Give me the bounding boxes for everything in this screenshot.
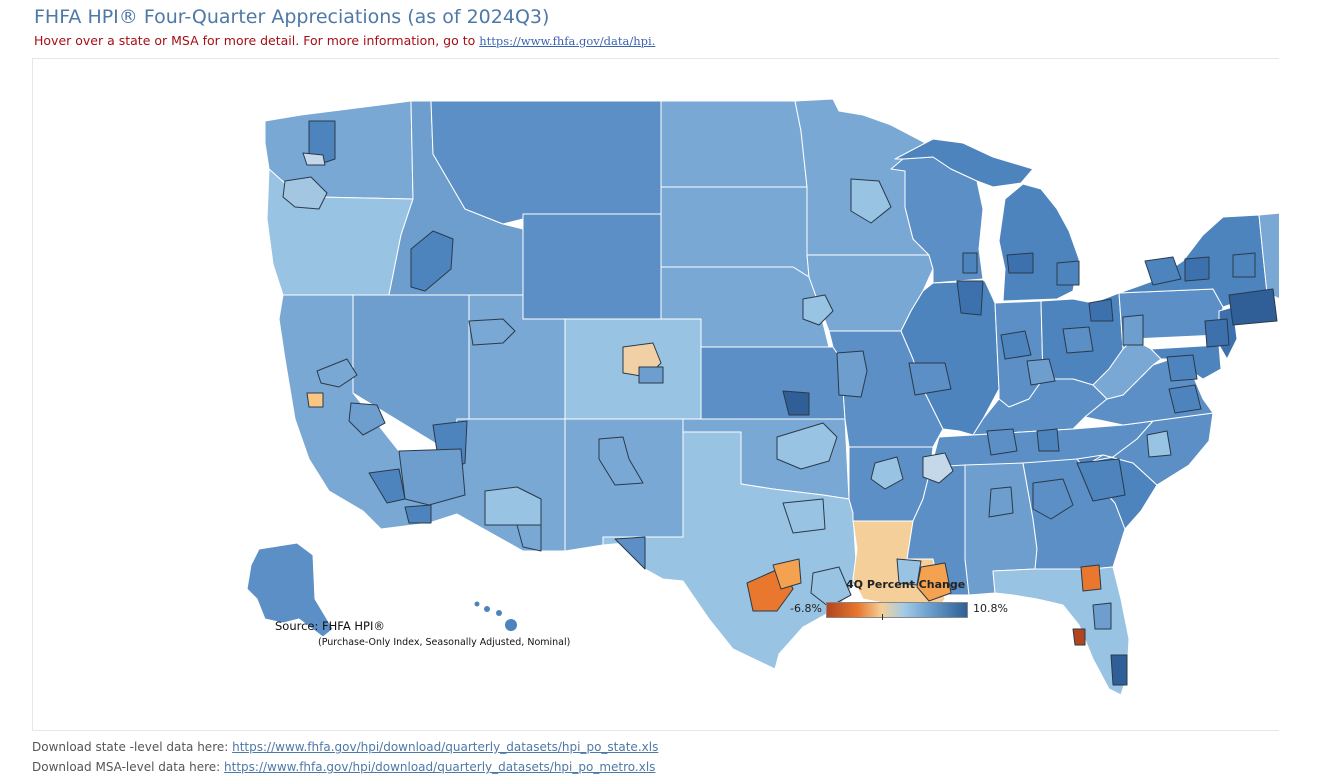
msa-new-orleans[interactable] <box>896 558 922 586</box>
page-title: FHFA HPI® Four-Quarter Appreciations (as… <box>34 6 550 28</box>
msa-buffalo[interactable] <box>1144 256 1182 286</box>
msa-phoenix[interactable] <box>484 486 542 526</box>
state-download-line: Download state -level data here: https:/… <box>32 740 658 754</box>
msa-birmingham[interactable] <box>988 486 1014 518</box>
source-label: Source: FHFA HPI® <box>275 619 385 633</box>
msa-colorado-springs[interactable] <box>638 366 664 384</box>
map-viewport[interactable] <box>32 58 1279 731</box>
msa-grand-rapids[interactable] <box>1006 252 1034 274</box>
msa-boise[interactable] <box>410 230 454 292</box>
msa-chicago[interactable] <box>956 280 984 316</box>
msa-knoxville[interactable] <box>1036 428 1060 452</box>
msa-orlando[interactable] <box>1092 602 1112 630</box>
state-kentucky[interactable] <box>972 378 1108 436</box>
msa-charlotte[interactable] <box>1076 458 1126 502</box>
legend-min-label: -6.8% <box>790 602 822 615</box>
msa-salt-lake[interactable] <box>468 318 516 346</box>
msa-omaha[interactable] <box>802 294 834 326</box>
lake-erie <box>1073 281 1119 303</box>
msa-minneapolis[interactable] <box>850 178 892 224</box>
us-choropleth-map[interactable] <box>33 59 1279 731</box>
msa-sacramento[interactable] <box>316 358 358 388</box>
msa-san-diego[interactable] <box>404 504 432 524</box>
state-download-link[interactable]: https://www.fhfa.gov/hpi/download/quarte… <box>232 740 659 754</box>
state-south-dakota[interactable] <box>660 186 810 278</box>
state-alaska[interactable] <box>246 542 334 638</box>
state-north-dakota[interactable] <box>660 100 808 188</box>
msa-san-antonio-north[interactable] <box>772 558 802 590</box>
msa-dallas[interactable] <box>782 498 826 534</box>
msa-san-francisco[interactable] <box>306 392 324 408</box>
msa-memphis[interactable] <box>922 452 954 484</box>
msa-milwaukee[interactable] <box>962 252 978 274</box>
msa-syracuse[interactable] <box>1184 256 1210 282</box>
msa-wichita[interactable] <box>782 390 810 416</box>
state-kansas[interactable] <box>700 346 846 420</box>
msa-louisville[interactable] <box>1026 358 1056 386</box>
msa-miami[interactable] <box>1110 654 1128 686</box>
msa-cleveland[interactable] <box>1088 298 1114 322</box>
legend-max-label: 10.8% <box>973 602 1008 615</box>
msa-atlanta[interactable] <box>1032 478 1074 520</box>
msa-seattle[interactable] <box>308 120 336 164</box>
fhfa-hpi-link[interactable]: https://www.fhfa.gov/data/hpi. <box>479 34 656 48</box>
page-subtitle: Hover over a state or MSA for more detai… <box>34 33 655 48</box>
state-wyoming[interactable] <box>522 213 662 320</box>
msa-little-rock[interactable] <box>870 456 904 490</box>
state-montana[interactable] <box>430 100 662 225</box>
state-download-text: Download state -level data here: <box>32 740 233 754</box>
legend-color-ramp <box>826 602 968 618</box>
msa-download-link[interactable]: https://www.fhfa.gov/hpi/download/quarte… <box>224 760 656 774</box>
msa-fresno[interactable] <box>348 402 386 436</box>
msa-richmond[interactable] <box>1168 384 1202 414</box>
msa-download-line: Download MSA-level data here: https://ww… <box>32 760 655 774</box>
msa-indianapolis[interactable] <box>1000 330 1032 360</box>
msa-nashville[interactable] <box>986 428 1018 456</box>
source-note: (Purchase-Only Index, Seasonally Adjuste… <box>318 637 571 648</box>
state-texas[interactable] <box>602 431 858 670</box>
msa-houston[interactable] <box>810 566 852 608</box>
msa-pittsburgh[interactable] <box>1122 314 1144 346</box>
msa-tampa[interactable] <box>1072 628 1086 646</box>
state-hawaii[interactable] <box>474 601 518 632</box>
msa-olympia[interactable] <box>302 152 326 166</box>
msa-philadelphia[interactable] <box>1204 318 1230 348</box>
lake-michigan <box>979 187 1005 297</box>
msa-portland[interactable] <box>282 176 328 210</box>
legend-zero-tick <box>882 614 883 620</box>
lake-huron <box>1057 199 1089 259</box>
msa-oklahoma-city[interactable] <box>776 422 838 470</box>
msa-el-paso[interactable] <box>614 536 646 570</box>
msa-raleigh[interactable] <box>1146 430 1172 458</box>
state-michigan-upper[interactable] <box>894 138 1034 188</box>
msa-riverside[interactable] <box>398 448 466 506</box>
msa-st-louis[interactable] <box>908 362 952 396</box>
msa-albuquerque[interactable] <box>598 436 644 486</box>
subtitle-text: Hover over a state or MSA for more detai… <box>34 33 480 48</box>
legend-title: 4Q Percent Change <box>846 578 966 591</box>
msa-detroit[interactable] <box>1056 260 1080 286</box>
msa-kansas-city[interactable] <box>836 350 868 398</box>
msa-tucson[interactable] <box>516 524 542 552</box>
msa-albany[interactable] <box>1232 252 1256 278</box>
msa-jacksonville[interactable] <box>1080 564 1102 592</box>
msa-new-york-city[interactable] <box>1228 288 1278 326</box>
msa-washington-dc[interactable] <box>1166 354 1198 382</box>
state-florida[interactable] <box>992 566 1130 696</box>
msa-columbus[interactable] <box>1062 326 1094 354</box>
msa-download-text: Download MSA-level data here: <box>32 760 225 774</box>
